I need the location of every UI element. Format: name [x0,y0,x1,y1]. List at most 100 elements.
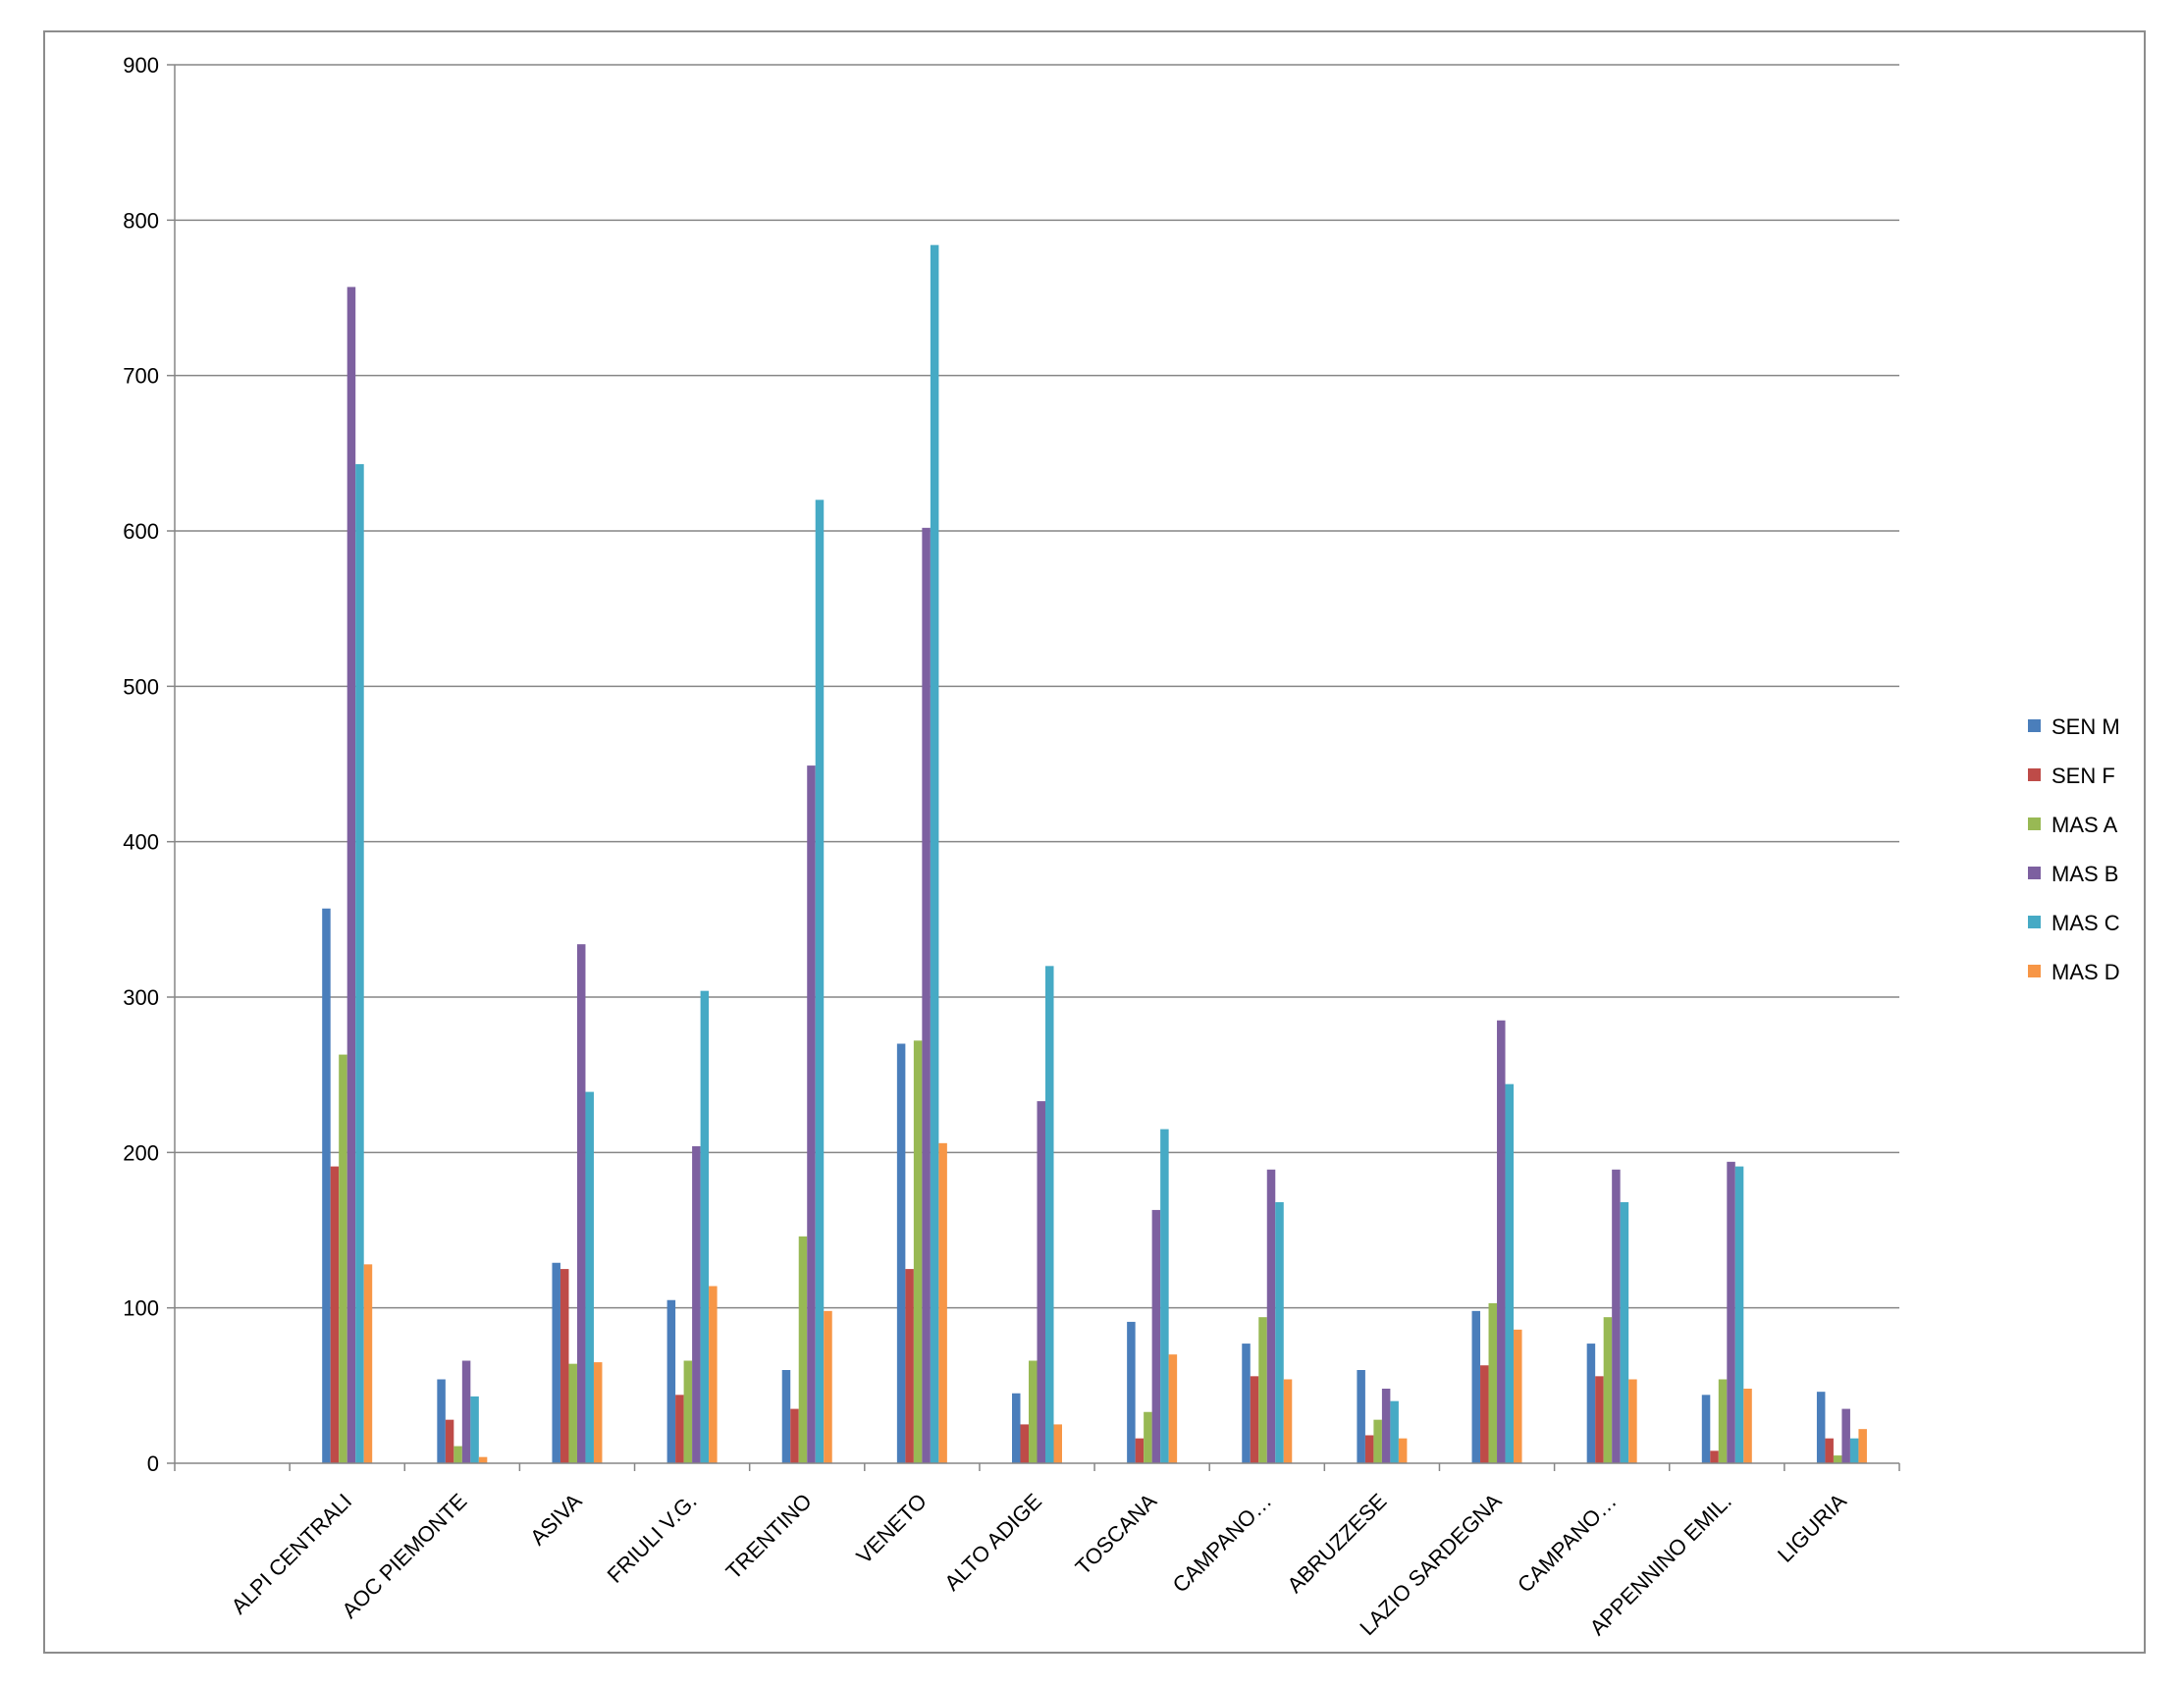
bar [1012,1393,1021,1463]
bar [781,1370,791,1463]
y-tick-label: 700 [123,364,159,389]
legend-swatch [2028,867,2041,879]
bar [1816,1392,1826,1463]
y-tick-label: 800 [123,208,159,233]
bar [576,944,586,1463]
x-tick-label: ALPI CENTRALI [227,1489,357,1619]
bar [930,244,939,1464]
bar [1701,1395,1711,1463]
bar [1628,1379,1637,1463]
bar [478,1456,488,1463]
axes [167,64,1900,1471]
bar [666,1299,676,1463]
bar [913,1040,923,1463]
y-tick-label: 300 [123,985,159,1010]
y-tick-label: 400 [123,830,159,855]
bar [552,1262,560,1463]
bar [1505,1083,1515,1463]
bar [1471,1310,1481,1463]
bar [1144,1411,1152,1463]
bar [1620,1202,1629,1463]
bar [700,990,710,1463]
bar [1718,1379,1728,1463]
bar [1373,1419,1382,1463]
bar [1250,1376,1259,1463]
legend-label: MAS D [2051,960,2120,984]
bar [1480,1365,1489,1463]
bar [322,908,331,1463]
bar [1595,1376,1604,1463]
bar [461,1360,471,1463]
bar [1283,1379,1293,1463]
y-tick-label: 600 [123,519,159,544]
gridlines [175,64,1899,1309]
legend-label: SEN F [2051,764,2115,788]
bar [1168,1354,1178,1463]
bar [437,1379,446,1463]
bar [1135,1438,1145,1463]
x-tick-label: TRENTINO [721,1489,817,1584]
bar [1045,966,1054,1463]
bar [675,1395,684,1463]
bar [683,1360,693,1463]
bar [905,1269,914,1463]
x-tick-label: CAMPANO… [1168,1489,1277,1598]
y-tick-label: 500 [123,674,159,699]
bar [1160,1129,1169,1463]
x-tick-label: TOSCANA [1071,1489,1162,1580]
bar [1603,1317,1613,1463]
legend-swatch [2028,965,2041,977]
x-tick-label: ASIVA [525,1489,587,1551]
bar [896,1043,906,1463]
bar-chart: 0 100 200 300 400 500 600 700 800 900 ALPI CENTRA… [123,53,2120,1640]
bar [798,1236,808,1463]
bar [790,1408,799,1463]
legend-label: MAS A [2051,813,2118,837]
bar [1743,1389,1752,1463]
bar [585,1091,594,1463]
bar [1258,1317,1267,1463]
bar [1497,1020,1506,1463]
legend-label: SEN M [2051,714,2120,739]
bar [1127,1321,1136,1463]
bar [339,1054,347,1463]
bar [1833,1455,1842,1463]
bar [938,1142,947,1463]
legend-label: MAS B [2051,862,2118,886]
y-axis-tick-labels: 0 100 200 300 400 500 600 700 800 900 [123,53,159,1476]
bar [1825,1438,1834,1463]
bar [453,1446,462,1463]
bar [1488,1302,1498,1463]
legend-label: MAS C [2051,911,2120,935]
legend-swatch [2028,768,2041,781]
bar [346,287,356,1464]
x-tick-label: FRIULI V.G. [603,1489,702,1588]
bar [1612,1169,1621,1463]
y-tick-label: 100 [123,1296,159,1321]
x-tick-label: LIGURIA [1773,1489,1851,1567]
bar [692,1146,701,1463]
bar [1364,1435,1374,1463]
chart-frame: 0 100 200 300 400 500 600 700 800 900 ALPI CENTRA… [43,30,2146,1654]
bar [1710,1450,1719,1463]
bar [1357,1370,1365,1463]
y-tick-label: 900 [123,53,159,78]
bar [824,1310,832,1463]
bar [559,1269,569,1463]
bar [593,1362,603,1463]
bar [922,527,931,1463]
bar [1151,1209,1161,1463]
legend: SEN M SEN F MAS A MAS B MAS C MAS D [2028,714,2120,984]
legend-swatch [2028,817,2041,830]
bar [330,1166,340,1463]
bar [1275,1202,1284,1463]
bar [568,1363,577,1463]
y-tick-label: 200 [123,1140,159,1165]
bar [1514,1329,1522,1463]
x-tick-label: AOC PIEMONTE [337,1489,471,1623]
bar [709,1286,718,1463]
bar [1242,1344,1251,1463]
bar [445,1419,454,1463]
bar [1029,1360,1038,1463]
bar [1266,1169,1276,1463]
